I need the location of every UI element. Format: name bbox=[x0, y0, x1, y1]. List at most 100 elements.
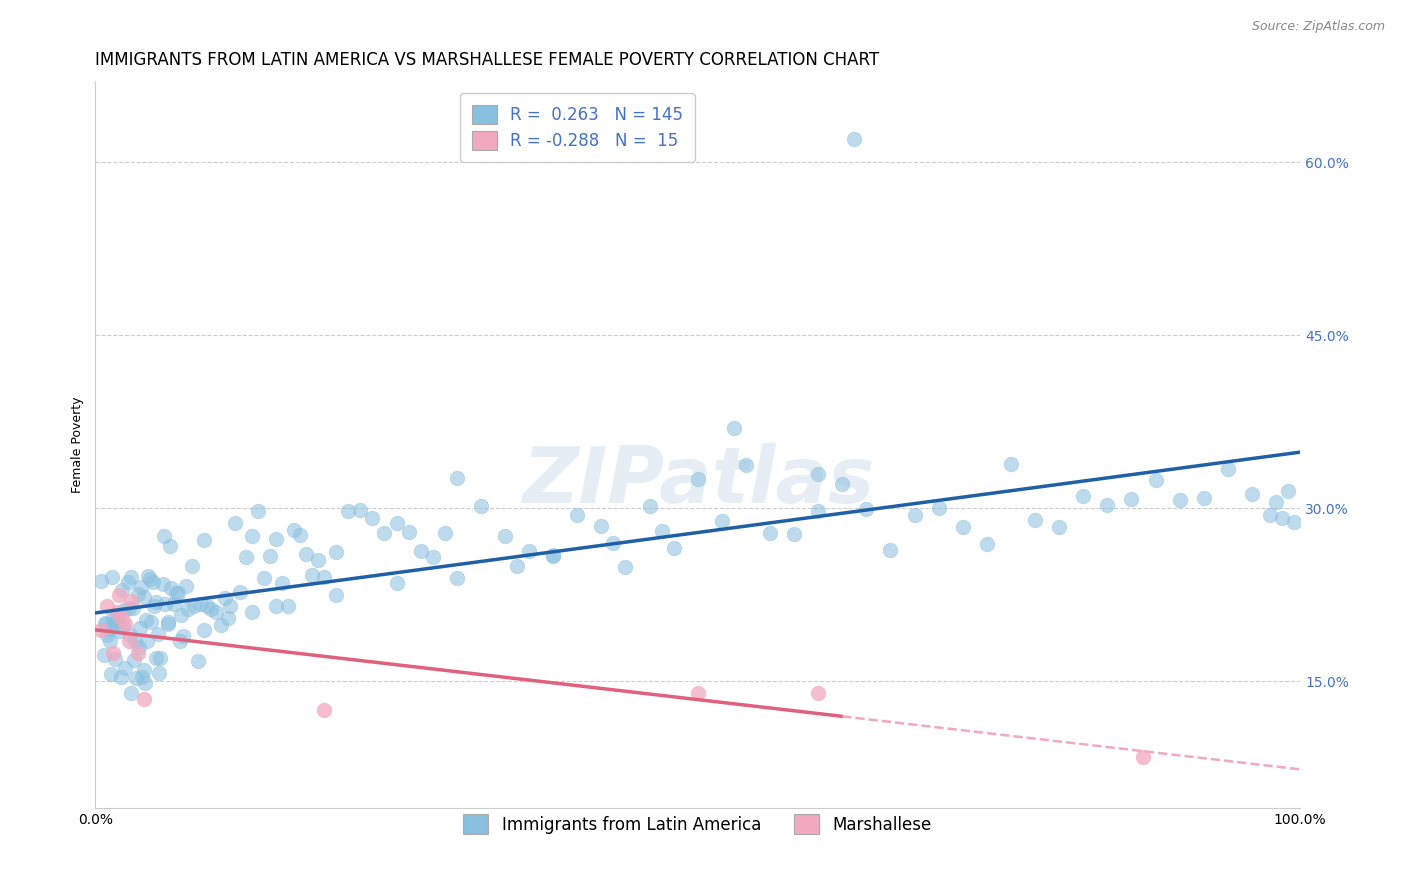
Point bbox=[1168, 493, 1191, 508]
Point bbox=[1132, 749, 1154, 764]
Point bbox=[165, 586, 187, 600]
Point bbox=[114, 616, 136, 631]
Point bbox=[337, 504, 360, 518]
Point bbox=[149, 651, 172, 665]
Point bbox=[103, 611, 125, 625]
Point bbox=[104, 652, 127, 666]
Point bbox=[409, 544, 432, 558]
Point bbox=[735, 458, 758, 472]
Point bbox=[156, 615, 179, 629]
Point bbox=[127, 646, 149, 660]
Point bbox=[1047, 520, 1070, 534]
Point bbox=[567, 508, 589, 522]
Point bbox=[145, 651, 167, 665]
Point bbox=[121, 600, 143, 615]
Point bbox=[235, 550, 257, 565]
Point bbox=[121, 686, 143, 700]
Point bbox=[349, 503, 371, 517]
Point bbox=[101, 570, 124, 584]
Point bbox=[134, 676, 156, 690]
Point bbox=[723, 420, 745, 434]
Point bbox=[193, 533, 215, 548]
Point bbox=[1258, 508, 1281, 522]
Point bbox=[125, 671, 148, 685]
Point bbox=[1240, 487, 1263, 501]
Point bbox=[107, 613, 129, 627]
Point bbox=[132, 691, 155, 706]
Point bbox=[121, 570, 143, 584]
Point bbox=[314, 570, 336, 584]
Point bbox=[1265, 494, 1288, 508]
Point bbox=[446, 471, 468, 485]
Point bbox=[153, 529, 176, 543]
Point bbox=[759, 526, 782, 541]
Point bbox=[127, 586, 149, 600]
Point bbox=[138, 572, 160, 586]
Point bbox=[172, 629, 194, 643]
Text: Source: ZipAtlas.com: Source: ZipAtlas.com bbox=[1251, 20, 1385, 33]
Point bbox=[831, 476, 853, 491]
Point bbox=[111, 611, 134, 625]
Point bbox=[240, 529, 263, 543]
Point bbox=[264, 599, 287, 614]
Point bbox=[96, 616, 118, 631]
Point bbox=[146, 627, 169, 641]
Point bbox=[96, 599, 118, 614]
Point bbox=[976, 537, 998, 551]
Point bbox=[139, 615, 162, 629]
Point bbox=[1192, 491, 1215, 505]
Point bbox=[167, 586, 190, 600]
Point bbox=[90, 623, 112, 637]
Point bbox=[129, 621, 152, 635]
Point bbox=[197, 599, 219, 613]
Point bbox=[94, 615, 117, 630]
Point bbox=[118, 634, 141, 648]
Point bbox=[1024, 513, 1046, 527]
Point bbox=[879, 542, 901, 557]
Point bbox=[159, 539, 181, 553]
Point bbox=[422, 549, 444, 564]
Point bbox=[259, 549, 281, 564]
Point bbox=[224, 516, 246, 530]
Point bbox=[373, 525, 395, 540]
Point bbox=[214, 591, 236, 605]
Point bbox=[783, 527, 806, 541]
Point bbox=[307, 553, 329, 567]
Point bbox=[517, 544, 540, 558]
Point bbox=[152, 577, 174, 591]
Point bbox=[103, 646, 125, 660]
Point bbox=[135, 613, 157, 627]
Point bbox=[156, 616, 179, 631]
Point bbox=[1097, 498, 1119, 512]
Point bbox=[160, 581, 183, 595]
Point bbox=[111, 583, 134, 598]
Point bbox=[110, 670, 132, 684]
Point bbox=[105, 607, 128, 622]
Point bbox=[163, 597, 186, 611]
Point bbox=[138, 569, 160, 583]
Point bbox=[602, 536, 624, 550]
Point bbox=[174, 579, 197, 593]
Point bbox=[136, 634, 159, 648]
Point bbox=[301, 568, 323, 582]
Point bbox=[651, 524, 673, 539]
Point bbox=[132, 590, 155, 604]
Point bbox=[271, 576, 294, 591]
Point bbox=[614, 560, 637, 574]
Point bbox=[952, 519, 974, 533]
Point bbox=[295, 547, 318, 561]
Point bbox=[97, 623, 120, 637]
Point bbox=[314, 703, 336, 717]
Point bbox=[807, 686, 830, 700]
Point bbox=[506, 559, 529, 574]
Point bbox=[105, 605, 128, 619]
Point bbox=[283, 523, 305, 537]
Point bbox=[277, 599, 299, 613]
Point bbox=[1144, 473, 1167, 487]
Point bbox=[361, 511, 384, 525]
Point bbox=[90, 574, 112, 588]
Point bbox=[193, 623, 215, 637]
Point bbox=[131, 670, 153, 684]
Point bbox=[541, 548, 564, 562]
Point bbox=[1282, 515, 1305, 529]
